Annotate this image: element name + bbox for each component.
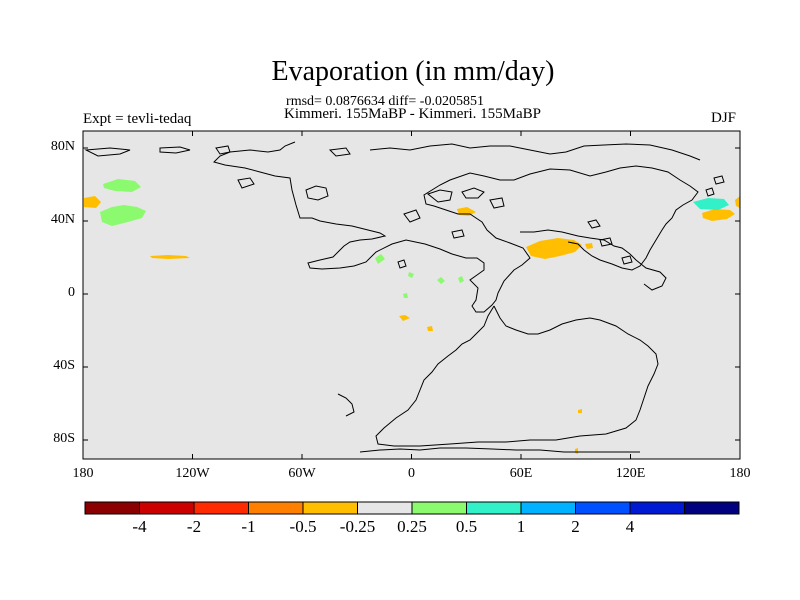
- island-arc: [403, 209, 421, 223]
- colorbar-box: [411, 501, 467, 515]
- colorbar-box: [357, 501, 413, 515]
- negative-patch: [578, 409, 582, 413]
- negative-patch: [702, 209, 735, 221]
- island: [451, 229, 465, 239]
- negative-patch: [84, 196, 101, 208]
- island: [621, 255, 633, 265]
- colorbar-box: [84, 501, 140, 515]
- colorbar-label: -2: [186, 517, 202, 536]
- colorbar-label: -4: [132, 517, 147, 536]
- colorbar: [84, 501, 740, 515]
- lon-label: 180: [729, 466, 751, 481]
- positive-patch: [375, 254, 385, 264]
- experiment-names: Kimmeri. 155MaBP - Kimmeri. 155MaBP: [284, 106, 541, 122]
- island-arc: [426, 189, 453, 203]
- positive-patch: [408, 272, 414, 278]
- lon-label: 0: [408, 466, 415, 481]
- positive-patch: [103, 179, 141, 192]
- island: [328, 147, 351, 157]
- island: [159, 146, 191, 154]
- island: [84, 147, 131, 157]
- island-arc: [461, 187, 485, 199]
- colorbar-label: -0.25: [339, 517, 376, 536]
- lat-label: 80S: [53, 431, 75, 446]
- medium-positive-patch: [693, 198, 729, 210]
- lat-label: 80N: [50, 139, 75, 154]
- negative-patch: [399, 315, 410, 321]
- positive-patch: [403, 293, 408, 298]
- colorbar-label: 2: [571, 517, 580, 536]
- colorbar-box: [193, 501, 249, 515]
- experiment-label: Expt = tevli-tedaq: [83, 111, 192, 127]
- negative-patch: [585, 243, 593, 249]
- negative-patch: [526, 238, 582, 259]
- negative-patch: [150, 255, 190, 259]
- colorbar-box: [520, 501, 576, 515]
- lon-label: 120W: [175, 466, 210, 481]
- northern-coast: [369, 143, 701, 161]
- colorbar-label: 1: [516, 517, 526, 536]
- negative-patch: [735, 196, 740, 208]
- island: [599, 237, 613, 247]
- gondwana-interior-coast: [337, 393, 355, 417]
- colorbar-box: [302, 501, 358, 515]
- colorbar-box: [248, 501, 304, 515]
- colorbar-label: -0.5: [289, 517, 317, 536]
- map-ticks: [82, 131, 741, 459]
- island: [237, 177, 255, 189]
- negative-patch: [575, 448, 578, 454]
- lon-label: 60W: [288, 466, 316, 481]
- colorbar-label: 4: [625, 517, 635, 536]
- lat-label: 40S: [53, 358, 75, 373]
- island: [397, 259, 407, 269]
- positive-patch: [437, 277, 445, 284]
- lon-label: 60E: [509, 466, 533, 481]
- coastlines: [84, 141, 725, 453]
- tethys-north-coast: [520, 229, 667, 291]
- island: [713, 175, 725, 185]
- island: [215, 145, 231, 155]
- colorbar-box: [139, 501, 195, 515]
- island-arc: [489, 197, 505, 209]
- colorbar-box: [684, 501, 740, 515]
- season-label: DJF: [711, 110, 737, 126]
- positive-patch: [458, 276, 464, 283]
- map-background: [83, 131, 740, 459]
- gondwana-coast: [375, 305, 659, 447]
- colorbar-box: [466, 501, 522, 515]
- colorbar-label: 0.25: [397, 517, 427, 536]
- antarctic-coast: [359, 447, 640, 453]
- colorbar-box: [575, 501, 631, 515]
- island: [587, 219, 601, 229]
- colorbar-label: 0.5: [455, 517, 478, 536]
- island: [705, 187, 715, 197]
- positive-patch: [100, 205, 146, 226]
- chart-title: Evaporation (in mm/day): [271, 56, 555, 87]
- lat-label: 0: [68, 285, 75, 300]
- lat-label: 40N: [50, 212, 75, 227]
- stats-text: rmsd= 0.0876634 diff= -0.0205851: [286, 94, 484, 109]
- laurasia-coast: [213, 141, 699, 313]
- lon-label: 180: [72, 466, 94, 481]
- anomaly-patches: [84, 179, 740, 454]
- colorbar-label: -1: [241, 517, 256, 536]
- negative-patch: [427, 326, 433, 331]
- lon-label: 120E: [615, 466, 646, 481]
- colorbar-box: [629, 501, 685, 515]
- island-arc: [305, 185, 329, 201]
